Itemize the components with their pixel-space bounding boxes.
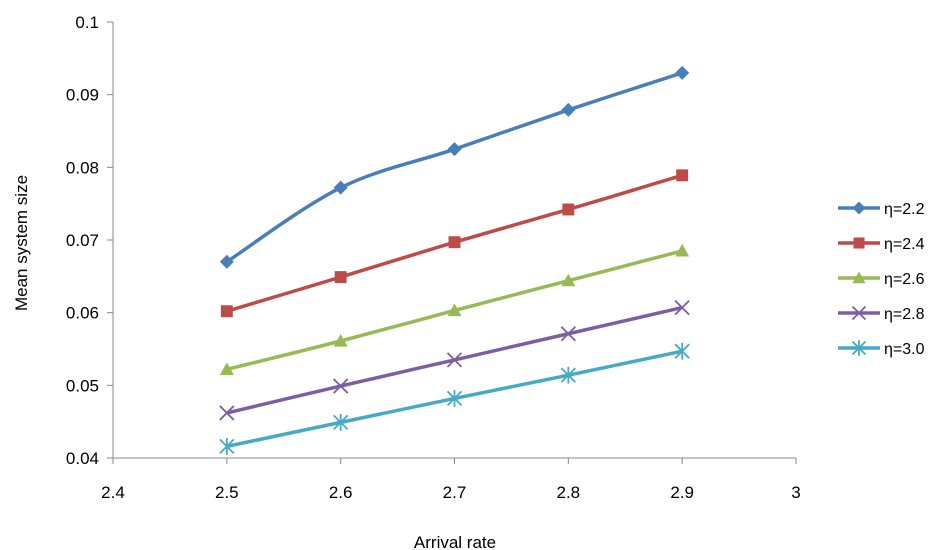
x-tick-label: 2.7 — [443, 483, 467, 502]
legend-label: η=3.0 — [884, 341, 925, 358]
series-4 — [219, 299, 690, 421]
data-point — [674, 299, 690, 316]
legend-label: η=2.8 — [884, 306, 925, 323]
y-tick-label: 0.04 — [66, 449, 99, 468]
data-point — [333, 180, 348, 195]
data-point — [676, 169, 689, 182]
data-point — [334, 271, 347, 284]
data-point — [446, 352, 463, 368]
x-tick-label: 2.5 — [215, 483, 239, 502]
y-tick-label: 0.05 — [66, 376, 99, 395]
y-tick-label: 0.06 — [66, 304, 99, 323]
data-point — [333, 378, 349, 394]
legend-item: η=2.6 — [838, 271, 925, 288]
data-point — [446, 390, 463, 407]
data-point — [448, 236, 461, 249]
legend-label: η=2.6 — [884, 271, 925, 288]
data-point — [853, 237, 865, 249]
legend-item: η=2.4 — [838, 236, 925, 253]
series-3 — [219, 243, 690, 375]
series-2 — [220, 169, 689, 318]
y-axis-title: Mean system size — [12, 175, 31, 311]
data-point — [674, 342, 690, 360]
data-point — [333, 334, 348, 347]
data-point — [560, 366, 576, 384]
x-tick-label: 2.9 — [670, 483, 694, 502]
legend-label: η=2.4 — [884, 236, 925, 253]
x-tick-label: 2.6 — [329, 483, 353, 502]
axes: 0.04 0.05 0.06 0.07 0.08 0.09 0.1 2.4 2.5 2.6 2.7 2… — [66, 13, 801, 502]
data-point — [219, 362, 234, 375]
x-tick-label: 2.8 — [557, 483, 581, 502]
legend-item: η=2.2 — [838, 201, 925, 218]
data-point — [851, 305, 867, 321]
legend-item: η=3.0 — [838, 340, 925, 358]
data-point — [851, 340, 867, 356]
data-point — [852, 201, 866, 215]
legend-label: η=2.2 — [884, 201, 925, 218]
y-tick-label: 0.08 — [66, 158, 99, 177]
x-tick-label: 2.4 — [101, 483, 125, 502]
data-point — [219, 437, 235, 455]
y-tick-label: 0.09 — [66, 86, 99, 105]
data-point — [561, 102, 576, 117]
data-point — [447, 142, 462, 157]
x-axis-title: Arrival rate — [414, 533, 496, 550]
series-5 — [219, 342, 690, 455]
data-point — [675, 65, 690, 80]
data-point — [219, 254, 234, 269]
series-line — [225, 71, 683, 264]
series-1 — [219, 65, 690, 269]
data-point — [333, 413, 349, 431]
legend: η=2.2 η=2.4 η=2.6 η=2.8 η=3.0 — [838, 201, 925, 358]
data-point — [675, 243, 690, 257]
data-point — [560, 326, 576, 342]
data-point — [561, 273, 576, 287]
y-tick-label: 0.1 — [75, 13, 99, 32]
y-tick-label: 0.07 — [66, 231, 99, 250]
data-point — [852, 271, 866, 284]
legend-item: η=2.8 — [838, 305, 925, 323]
series-layer — [219, 65, 690, 455]
data-point — [220, 305, 233, 318]
data-point — [219, 405, 235, 421]
data-point — [562, 203, 575, 216]
x-tick-label: 3 — [791, 483, 800, 502]
data-point — [447, 303, 462, 317]
